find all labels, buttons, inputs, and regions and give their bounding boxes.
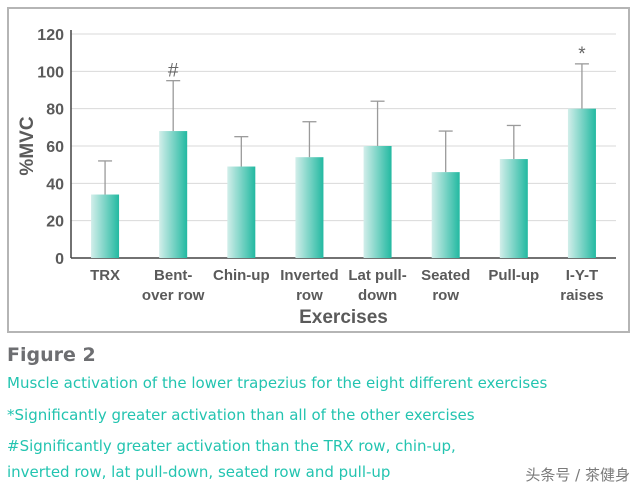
x-tick-label: row xyxy=(432,287,459,304)
x-tick-label: over row xyxy=(142,287,205,304)
bar xyxy=(227,166,256,258)
caption-asterisk-note: *Significantly greater activation than a… xyxy=(7,406,475,424)
y-tick-label: 100 xyxy=(37,64,64,81)
x-tick-label: row xyxy=(296,287,323,304)
caption-hash-note-line-1: #Significantly greater activation than t… xyxy=(7,437,456,455)
y-tick-label: 20 xyxy=(46,214,64,231)
bar xyxy=(159,131,188,258)
bar xyxy=(295,157,324,258)
y-tick-label: 0 xyxy=(55,251,64,268)
significance-marker: * xyxy=(578,44,586,65)
caption-hash-note-line-2: inverted row, lat pull-down, seated row … xyxy=(7,463,391,481)
x-tick-label: Seated xyxy=(421,267,470,284)
bar xyxy=(567,108,596,259)
x-tick-label: Lat pull- xyxy=(348,267,406,284)
x-tick-label: down xyxy=(358,287,397,304)
x-tick-label: TRX xyxy=(90,267,120,284)
bar-chart: 0 20 40 60 80 100 120 TRX # Bent-over row Chin-up I… xyxy=(17,27,616,328)
x-tick-label: I-Y-T xyxy=(566,267,599,284)
significance-marker: # xyxy=(168,61,179,82)
figure-label: Figure 2 xyxy=(7,344,96,366)
x-tick-label: Pull-up xyxy=(488,267,539,284)
bar xyxy=(431,172,460,258)
x-tick-label: Bent- xyxy=(154,267,192,284)
bar xyxy=(499,159,528,258)
y-tick-label: 60 xyxy=(46,139,64,156)
bar xyxy=(363,146,392,258)
y-axis-title: %MVC xyxy=(17,116,38,175)
y-tick-label: 40 xyxy=(46,176,64,193)
bar xyxy=(91,194,120,258)
y-tick-label: 80 xyxy=(46,102,64,119)
x-tick-label: Inverted xyxy=(280,267,338,284)
x-tick-label: Chin-up xyxy=(213,267,270,284)
x-axis-title: Exercises xyxy=(299,307,388,328)
x-tick-label: raises xyxy=(560,287,603,304)
chart-frame: 0 20 40 60 80 100 120 TRX # Bent-over row Chin-up I… xyxy=(7,7,630,333)
caption-description: Muscle activation of the lower trapezius… xyxy=(7,374,548,392)
y-tick-label: 120 xyxy=(37,27,64,44)
watermark: 头条号 / 茶健身 xyxy=(525,466,630,484)
